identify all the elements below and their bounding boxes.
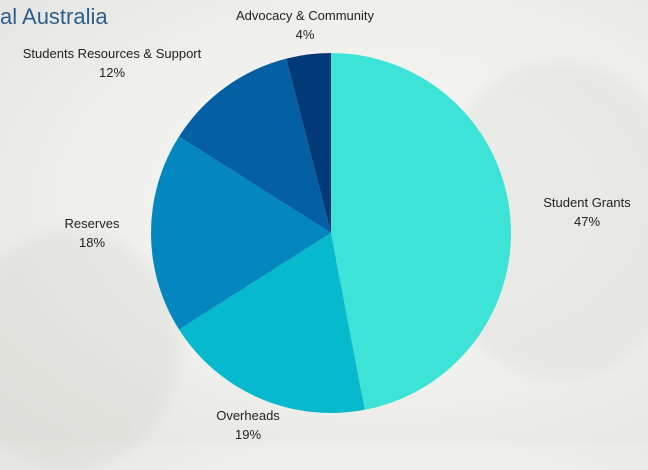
page-title: al Australia xyxy=(0,4,108,29)
pie-slice-students-resources-support xyxy=(179,58,331,233)
pie-slice-advocacy-community xyxy=(286,53,331,233)
slice-percent-label: 18% xyxy=(79,235,105,250)
pie-slice-reserves xyxy=(151,136,331,330)
slice-percent-label: 4% xyxy=(296,27,315,42)
slice-label: Student Grants xyxy=(543,195,631,210)
pie-slice-student-grants xyxy=(331,53,512,410)
pie-slice-overheads xyxy=(179,233,365,413)
slice-label: Overheads xyxy=(216,408,280,423)
slice-percent-label: 19% xyxy=(235,427,261,442)
slice-percent-label: 47% xyxy=(574,214,600,229)
background-decoration xyxy=(0,230,180,470)
slice-label: Advocacy & Community xyxy=(236,8,374,23)
slice-percent-label: 12% xyxy=(99,65,125,80)
slice-label: Students Resources & Support xyxy=(23,46,202,61)
slice-label: Reserves xyxy=(65,216,120,231)
pie-chart: Student Grants 47% Overheads 19% Reserves 18%… xyxy=(23,8,631,442)
